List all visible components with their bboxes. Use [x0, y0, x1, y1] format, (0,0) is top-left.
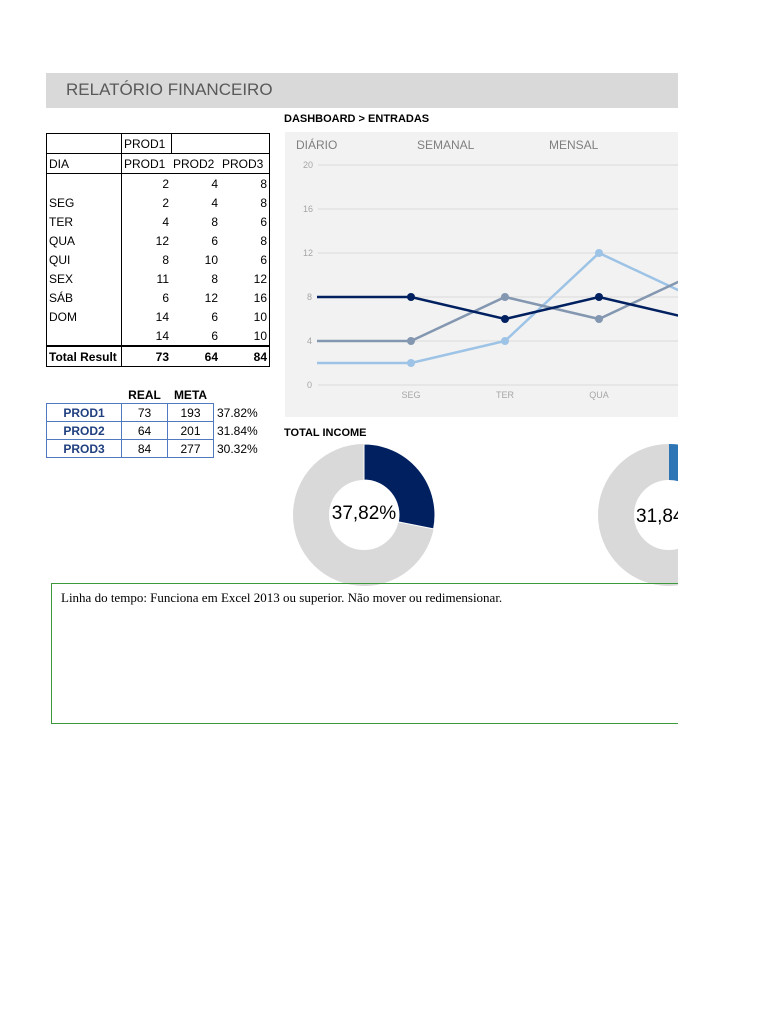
svg-text:QUA: QUA — [589, 390, 609, 400]
pivot-filter[interactable]: PROD1 — [121, 133, 172, 154]
timeline-note-text: Linha do tempo: Funciona em Excel 2013 o… — [61, 590, 503, 605]
dashboard-breadcrumb: DASHBOARD > ENTRADAS — [284, 113, 430, 125]
tab-diario[interactable]: DIÁRIO — [296, 138, 338, 152]
donut-charts: 37,82% 31,84% — [293, 443, 678, 586]
col-header-prod3: PROD3 — [220, 153, 270, 174]
donut2-label: 31,84% — [636, 506, 678, 527]
report-title-bar: RELATÓRIO FINANCEIRO — [46, 73, 678, 108]
donut-prod1: 37,82% — [293, 443, 436, 586]
table-row: 14 6 10 — [46, 326, 270, 346]
total-income-title: TOTAL INCOME — [284, 427, 367, 439]
tab-semanal[interactable]: SEMANAL — [417, 138, 475, 152]
line-chart-plot: 20 16 12 8 4 0 SEG TER QUA — [303, 160, 678, 400]
table-row: PROD1 73 193 37.82% — [46, 403, 263, 422]
col-header-prod1: PROD1 — [121, 153, 171, 174]
svg-text:SEG: SEG — [401, 390, 420, 400]
line-chart: DIÁRIO SEMANAL MENSAL 20 16 12 8 4 0 SEG TER Q… — [285, 132, 678, 417]
timeline-placeholder[interactable]: Linha do tempo: Funciona em Excel 2013 o… — [51, 583, 678, 724]
svg-text:20: 20 — [303, 160, 313, 170]
col-header-dia: DIA — [46, 153, 122, 174]
table-row: TER 4 8 6 — [46, 212, 270, 231]
real-header: REAL — [128, 387, 161, 402]
svg-text:4: 4 — [307, 336, 312, 346]
donut1-label: 37,82% — [332, 503, 397, 524]
table-row: SÁB 6 12 16 — [46, 288, 270, 307]
table-row: QUA 12 6 8 — [46, 231, 270, 250]
svg-text:16: 16 — [303, 204, 313, 214]
svg-text:0: 0 — [307, 380, 312, 390]
table-row: PROD2 64 201 31.84% — [46, 421, 263, 440]
tab-mensal[interactable]: MENSAL — [549, 138, 599, 152]
svg-text:12: 12 — [303, 248, 313, 258]
total-row: Total Result 73 64 84 — [46, 345, 270, 367]
svg-text:8: 8 — [307, 292, 312, 302]
table-row: QUI 8 10 6 — [46, 250, 270, 269]
sheet-canvas: RELATÓRIO FINANCEIRO PROD1 DIA PROD1 PRO… — [46, 73, 678, 724]
col-header-prod2: PROD2 — [171, 153, 220, 174]
total-label: Total Result — [46, 345, 122, 367]
report-title: RELATÓRIO FINANCEIRO — [66, 80, 273, 99]
meta-header: META — [173, 387, 208, 402]
donut-prod2: 31,84% — [598, 443, 678, 586]
summary-table: REAL META PROD1 73 193 37.82% PROD2 64 2… — [46, 386, 263, 458]
table-row: PROD3 84 277 30.32% — [46, 439, 263, 458]
svg-text:TER: TER — [496, 390, 515, 400]
table-row: SEG 2 4 8 — [46, 193, 270, 212]
table-row: DOM 14 6 10 — [46, 307, 270, 326]
table-row: SEX 11 8 12 — [46, 269, 270, 288]
